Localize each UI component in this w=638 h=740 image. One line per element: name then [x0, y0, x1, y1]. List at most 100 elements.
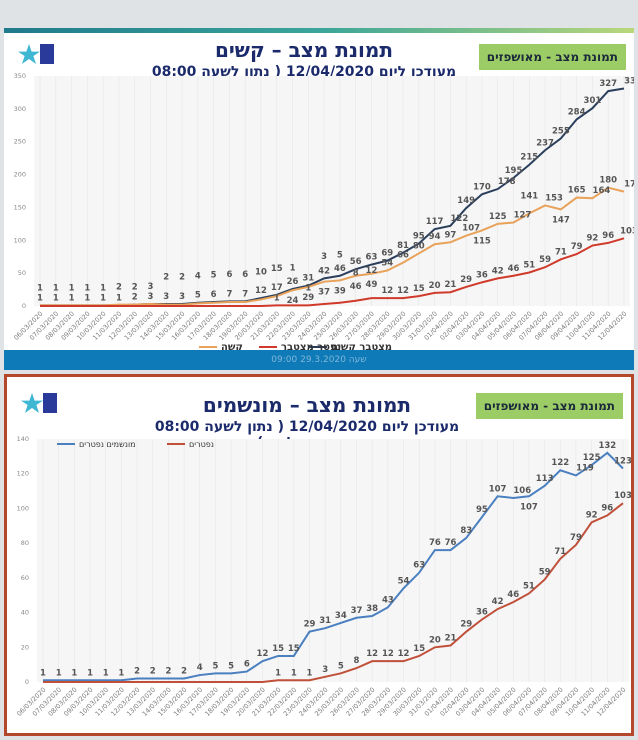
data-label: 12	[382, 649, 394, 659]
y-tick-label: 80	[21, 539, 29, 547]
data-label: 2	[181, 667, 187, 677]
data-label: 51	[523, 581, 535, 591]
data-label: 80	[413, 241, 425, 251]
data-label: 1	[37, 293, 43, 303]
data-label: 15	[288, 644, 300, 654]
data-label: 63	[413, 561, 425, 571]
series-line	[40, 237, 625, 307]
data-label: 76	[429, 538, 441, 548]
data-label: 12	[366, 266, 378, 276]
data-label: 38	[366, 604, 378, 614]
data-label: 301	[584, 96, 602, 106]
data-label: 5	[195, 291, 201, 301]
section-tag: תמונת מצב - מאושפזים	[475, 393, 623, 419]
data-label: 76	[445, 538, 457, 548]
legend-label: קשה	[221, 342, 243, 353]
y-tick-label: 100	[14, 236, 26, 244]
data-label: 2	[179, 273, 185, 283]
data-label: 83	[460, 526, 472, 536]
data-label: 123	[614, 457, 631, 467]
section-tag: תמונת מצב - מאושפזים	[478, 44, 626, 70]
data-label: 2	[132, 283, 138, 293]
data-label: 5	[228, 661, 234, 671]
data-label: 94	[429, 232, 441, 242]
data-label: 26	[287, 277, 299, 287]
data-label: 95	[413, 232, 425, 242]
data-label: 37	[351, 606, 363, 616]
data-label: 24	[287, 296, 299, 306]
y-tick-label: 350	[14, 72, 26, 80]
data-label: 15	[413, 644, 425, 654]
ministry-logo	[21, 393, 65, 413]
data-label: 1	[274, 293, 280, 303]
data-label: 29	[460, 275, 472, 285]
y-tick-label: 50	[18, 269, 26, 277]
data-label: 1	[291, 668, 297, 678]
data-label: 2	[132, 293, 138, 303]
data-label: 107	[489, 484, 507, 494]
data-label: 284	[568, 107, 586, 117]
ministry-logo	[18, 44, 62, 64]
data-label: 3	[322, 665, 328, 675]
data-label: 31	[319, 616, 331, 626]
data-label: 95	[476, 505, 488, 515]
data-label: 42	[318, 266, 330, 276]
data-label: 10	[255, 267, 267, 277]
data-label: 1	[56, 668, 62, 678]
data-label: 6	[226, 270, 232, 280]
data-label: 125	[489, 212, 507, 222]
data-label: 153	[545, 193, 563, 203]
data-label: 1	[116, 293, 122, 303]
y-tick-label: 60	[21, 574, 29, 582]
plot-area	[37, 439, 629, 682]
data-label: 31	[302, 274, 314, 284]
y-tick-label: 100	[17, 504, 29, 512]
data-label: 3	[163, 292, 169, 302]
data-label: 29	[302, 293, 314, 303]
y-tick-label: 40	[21, 609, 29, 617]
data-label: 1	[84, 283, 90, 293]
chart-title: תמונת מצב – קשים	[214, 38, 394, 62]
data-label: 1	[84, 293, 90, 303]
data-label: 39	[334, 286, 346, 296]
data-label: 2	[116, 283, 122, 293]
data-label: 1	[100, 283, 106, 293]
data-label: 237	[536, 138, 554, 148]
data-label: 21	[444, 280, 456, 290]
data-label: 92	[587, 234, 599, 244]
data-label: 17	[271, 283, 283, 293]
data-label: 2	[150, 667, 156, 677]
data-label: 215	[520, 153, 538, 163]
legend-label: מצטבר קשים	[331, 342, 392, 353]
data-label: 6	[242, 270, 248, 280]
data-label: 103	[614, 491, 631, 501]
data-label: 51	[523, 260, 535, 270]
data-label: 1	[69, 293, 75, 303]
data-label: 42	[492, 597, 504, 607]
data-label: 8	[354, 656, 360, 666]
data-label: 79	[570, 533, 582, 543]
data-label: 54	[381, 259, 393, 269]
data-label: 37	[318, 288, 330, 298]
data-label: 122	[451, 214, 469, 224]
data-label: 327	[599, 79, 617, 89]
data-label: 1	[40, 668, 46, 678]
data-label: 164	[593, 186, 611, 196]
data-label: 195	[505, 166, 523, 176]
data-label: 96	[602, 231, 614, 241]
data-label: 3	[321, 252, 327, 262]
data-label: 49	[366, 280, 378, 290]
data-label: 2	[165, 667, 171, 677]
data-label: 20	[429, 635, 441, 645]
chart-title: תמונת מצב – מונשמים	[202, 393, 412, 417]
data-label: 3	[148, 282, 154, 292]
data-label: 29	[460, 620, 472, 630]
data-label: 21	[445, 634, 457, 644]
data-label: 1	[100, 293, 106, 303]
data-label: 107	[462, 224, 480, 234]
data-label: 7	[242, 289, 248, 299]
data-label: 36	[476, 270, 488, 280]
data-label: 81	[397, 241, 409, 251]
data-label: 1	[53, 293, 59, 303]
severe-panel: תמונת מצב – קשים מעודכן ליום 12/04/2020 …	[4, 28, 634, 370]
